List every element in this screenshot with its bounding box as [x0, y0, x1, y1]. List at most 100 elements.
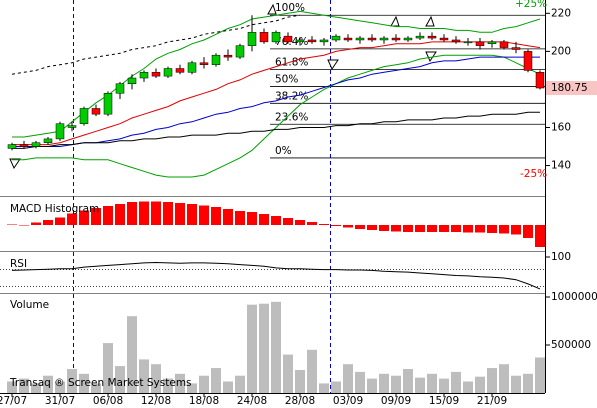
bar — [463, 381, 473, 393]
y-tick-label: 200 — [551, 45, 571, 57]
candle-body — [199, 62, 209, 65]
x-tick-label: 31/07 — [45, 395, 75, 407]
range-label: +25% — [515, 0, 547, 10]
bar — [67, 369, 77, 393]
candle-body — [91, 108, 101, 115]
x-tick-label: 15/09 — [429, 395, 459, 407]
bar — [127, 202, 137, 225]
fib-label: 0% — [275, 145, 292, 157]
bar — [199, 375, 209, 393]
bar — [391, 375, 401, 393]
candle-body — [223, 54, 233, 58]
bar — [259, 303, 269, 393]
bar — [91, 383, 101, 393]
bar — [163, 202, 173, 225]
range-label: -25% — [520, 168, 547, 180]
candle-body — [451, 39, 461, 43]
signal-arrow — [390, 15, 400, 27]
panel-title: Volume — [10, 299, 49, 311]
bar — [175, 203, 185, 225]
bar — [103, 206, 113, 225]
candle-body — [499, 41, 509, 48]
y-tick-label: 160 — [551, 121, 571, 133]
signal-arrow — [9, 158, 21, 170]
x-tick-label: 24/08 — [237, 395, 267, 407]
bar — [139, 359, 149, 393]
y-tick-label: 140 — [551, 160, 571, 172]
bar — [283, 218, 293, 225]
bar — [451, 225, 461, 232]
bar — [43, 375, 53, 393]
candle-body — [103, 92, 113, 115]
bar — [511, 225, 521, 235]
x-tick-label: 06/08 — [93, 395, 123, 407]
bar — [55, 217, 65, 225]
bar — [31, 222, 41, 225]
candle-body — [403, 37, 413, 41]
line — [11, 261, 541, 290]
candle-body — [187, 62, 197, 73]
fib-label: 50% — [275, 74, 298, 86]
bar — [151, 364, 161, 393]
bar — [355, 225, 365, 229]
bar — [175, 373, 185, 393]
bar — [319, 224, 329, 225]
candle-body — [319, 39, 329, 43]
candle-body — [295, 39, 305, 43]
bar — [55, 381, 65, 393]
bar — [367, 378, 377, 393]
bar — [187, 204, 197, 225]
bar — [211, 207, 221, 225]
bar — [475, 225, 485, 233]
signal-arrow — [267, 3, 277, 15]
bar — [487, 225, 497, 233]
bar — [511, 375, 521, 393]
bar — [223, 209, 233, 225]
bar — [79, 373, 89, 393]
candle-body — [67, 125, 77, 128]
panel-title: RSI — [10, 258, 27, 270]
x-tick-label: 28/08 — [285, 395, 315, 407]
x-tick-label: 12/08 — [141, 395, 171, 407]
candle-body — [19, 144, 29, 147]
candle-body — [415, 35, 425, 39]
bar — [307, 222, 317, 225]
bar — [199, 205, 209, 225]
bar — [415, 377, 425, 393]
bar — [331, 381, 341, 393]
candle-body — [355, 37, 365, 41]
candle-body — [271, 32, 281, 43]
candle-body — [235, 45, 245, 58]
layout — [0, 0, 546, 394]
fib-label: 100% — [275, 2, 305, 14]
bar — [379, 373, 389, 393]
bar — [235, 211, 245, 225]
bar — [439, 378, 449, 393]
last-price-box — [546, 81, 597, 96]
bar — [523, 225, 533, 238]
watermark: Transaq ® Screen Market Systems — [9, 377, 192, 389]
x-tick-label: 21/09 — [477, 395, 507, 407]
signal-arrow — [327, 59, 339, 71]
y-tick-label: 500000 — [551, 339, 591, 351]
candle-body — [367, 37, 377, 41]
candle-body — [211, 54, 221, 65]
candle-body — [283, 35, 293, 43]
bar — [463, 225, 473, 233]
x-tick-label: 18/08 — [189, 395, 219, 407]
bar — [535, 225, 545, 247]
indicator-line — [12, 54, 541, 178]
bar — [7, 224, 17, 225]
candle-body — [115, 83, 125, 94]
indicator-line — [12, 56, 540, 147]
y-tick-label: 100 — [551, 251, 571, 263]
candle-body — [523, 51, 533, 71]
candle-body — [487, 41, 497, 45]
candle-body — [79, 108, 89, 124]
candle-body — [7, 144, 17, 149]
candle-body — [43, 138, 53, 143]
bar — [379, 225, 389, 231]
bar — [283, 354, 293, 393]
bar — [439, 225, 449, 232]
bar — [247, 304, 257, 393]
